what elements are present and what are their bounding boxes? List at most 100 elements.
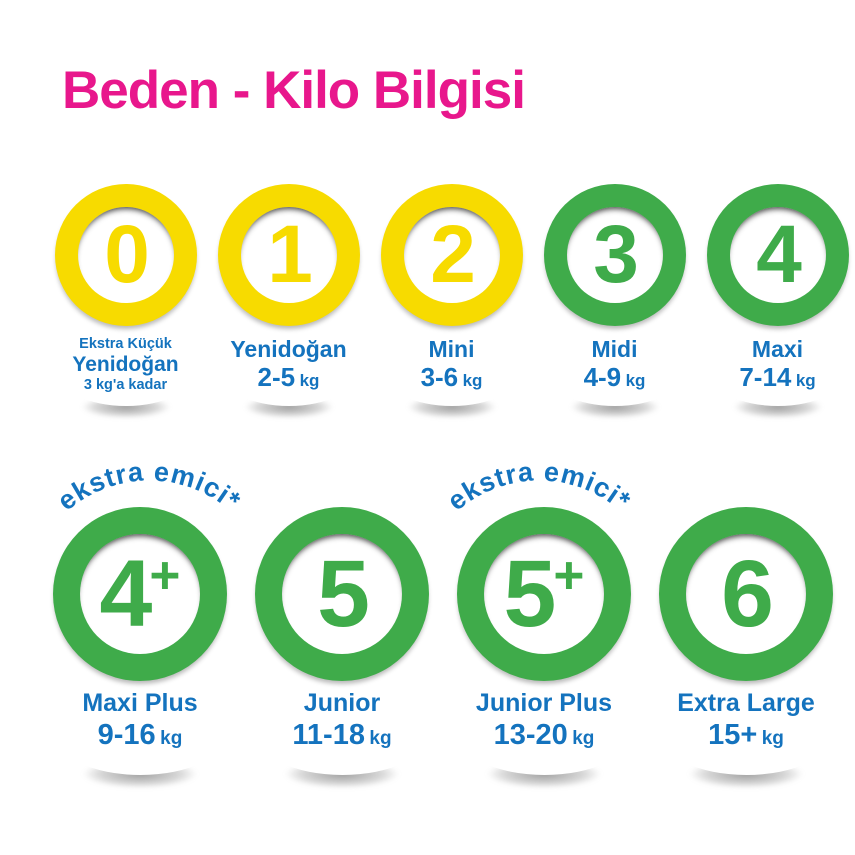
size-name: Maxi Plus <box>82 689 198 717</box>
page-title: Beden - Kilo Bilgisi <box>62 61 526 120</box>
bubble-shadow <box>545 336 684 422</box>
size-4-circle: 4 <box>706 184 849 326</box>
size-4-circle-inner: 4 <box>729 207 826 303</box>
size-0-number: 0 <box>104 209 150 300</box>
size-weight: 9-16 kg <box>82 719 197 752</box>
size-name: Junior <box>303 689 381 717</box>
size-item-6: 6 Extra Large 15+ kg <box>645 440 847 815</box>
bubble-shadow <box>658 689 834 793</box>
size-4plus-circle: 4+ <box>53 507 227 681</box>
size-3-number: 3 <box>593 209 639 300</box>
size-5plus-number: 5+ <box>503 540 585 647</box>
size-row-1: 0 Ekstra Küçük Yenidoğan 3 kg'a kadar 1 … <box>44 184 855 429</box>
size-name: Junior Plus <box>475 689 613 717</box>
size-item-5: 5 Junior 11-18 kg <box>241 440 443 815</box>
bubble-arc <box>382 336 521 406</box>
size-5-circle-inner: 5 <box>282 534 402 654</box>
size-2-circle: 2 <box>380 184 523 326</box>
size-1-circle-inner: 1 <box>240 207 337 303</box>
size-2-circle-inner: 2 <box>403 207 500 303</box>
size-3-labels: Midi 4-9 kg <box>584 336 646 393</box>
size-5-circle: 5 <box>255 507 429 681</box>
size-name: Yenidoğan <box>72 352 179 376</box>
weight-unit: kg <box>572 727 595 749</box>
size-1-circle: 1 <box>217 184 360 326</box>
size-item-0: 0 Ekstra Küçük Yenidoğan 3 kg'a kadar <box>44 184 207 429</box>
size-1-labels: Yenidoğan 2-5 kg <box>230 336 346 393</box>
size-4-number: 4 <box>756 209 802 300</box>
weight-range: 7-14 <box>739 362 792 393</box>
bubble-shadow <box>456 689 632 793</box>
weight-range: 11-18 <box>292 718 365 751</box>
weight-range: 4-9 <box>583 362 622 393</box>
weight-unit: kg <box>369 727 392 749</box>
size-item-4: 4 Maxi 7-14 kg <box>696 184 855 429</box>
weight-unit: kg <box>625 371 646 391</box>
weight-unit: kg <box>795 371 816 391</box>
size-6-circle: 6 <box>659 507 833 681</box>
size-weight: 11-18 kg <box>292 719 391 752</box>
size-name: Yenidoğan <box>230 336 347 362</box>
bubble-arc <box>545 336 684 406</box>
bubble-arc <box>52 689 228 775</box>
size-3-circle: 3 <box>543 184 686 326</box>
size-name: Mini <box>428 336 475 362</box>
size-2-number: 2 <box>430 209 476 300</box>
weight-range: 9-16 <box>97 718 156 751</box>
weight-range: 3-6 <box>420 362 459 393</box>
weight-range: 13-20 <box>493 718 568 751</box>
size-5-number: 5 <box>317 540 370 647</box>
size-5plus-circle: 5+ <box>457 507 631 681</box>
bubble-arc <box>658 689 834 775</box>
size-name: Extra Large <box>677 689 815 717</box>
size-item-3: 3 Midi 4-9 kg <box>533 184 696 429</box>
size-1-number: 1 <box>267 209 313 300</box>
size-5plus-labels: Junior Plus 13-20 kg <box>476 689 612 752</box>
bubble-arc <box>56 336 195 406</box>
size-0-circle-inner: 0 <box>77 207 174 303</box>
weight-range: 15+ <box>708 718 758 751</box>
size-4plus-circle-inner: 4+ <box>80 534 200 654</box>
size-4plus-number: 4+ <box>99 540 181 647</box>
bubble-shadow <box>254 689 430 793</box>
size-item-4plus: ekstra emici* 4+ Maxi Plus 9-16 kg <box>39 440 245 815</box>
bubble-shadow <box>708 336 847 422</box>
weight-range: 2-5 <box>257 362 296 393</box>
size-item-5plus: ekstra emici* 5+ Junior Plus 13-20 kg <box>442 440 645 815</box>
bubble-arc <box>219 336 358 406</box>
size-6-labels: Extra Large 15+ kg <box>677 689 815 752</box>
size-4-labels: Maxi 7-14 kg <box>739 336 815 393</box>
weight-note: 3 kg'a kadar <box>83 376 168 393</box>
size-4plus-labels: Maxi Plus 9-16 kg <box>82 689 197 752</box>
size-name: Midi <box>591 336 638 362</box>
size-item-2: 2 Mini 3-6 kg <box>370 184 533 429</box>
bubble-arc <box>254 689 430 775</box>
bubble-shadow <box>382 336 521 422</box>
bubble-shadow <box>52 689 228 793</box>
bubble-arc <box>456 689 632 775</box>
size-6-circle-inner: 6 <box>686 534 806 654</box>
weight-unit: kg <box>462 371 483 391</box>
size-2-labels: Mini 3-6 kg <box>421 336 483 393</box>
size-0-labels: Ekstra Küçük Yenidoğan 3 kg'a kadar <box>72 336 178 393</box>
size-weight: 4-9 kg <box>583 362 646 393</box>
size-weight: 2-5 kg <box>230 362 346 393</box>
size-weight: 3-6 kg <box>420 362 483 393</box>
size-6-number: 6 <box>721 540 774 647</box>
size-item-1: 1 Yenidoğan 2-5 kg <box>207 184 370 429</box>
bubble-shadow <box>56 336 195 422</box>
size-3-circle-inner: 3 <box>566 207 663 303</box>
size-0-circle: 0 <box>54 184 197 326</box>
size-weight: 15+ kg <box>677 719 815 752</box>
size-weight: 13-20 kg <box>476 719 612 752</box>
size-name: Maxi <box>751 336 804 362</box>
plus-sign: + <box>149 545 181 605</box>
weight-unit: kg <box>761 727 784 749</box>
bubble-shadow <box>219 336 358 422</box>
weight-unit: kg <box>299 371 320 391</box>
size-5-labels: Junior 11-18 kg <box>292 689 391 752</box>
size-note-top: Ekstra Küçük <box>79 336 172 352</box>
size-weight: 7-14 kg <box>739 362 816 393</box>
weight-unit: kg <box>160 727 183 749</box>
